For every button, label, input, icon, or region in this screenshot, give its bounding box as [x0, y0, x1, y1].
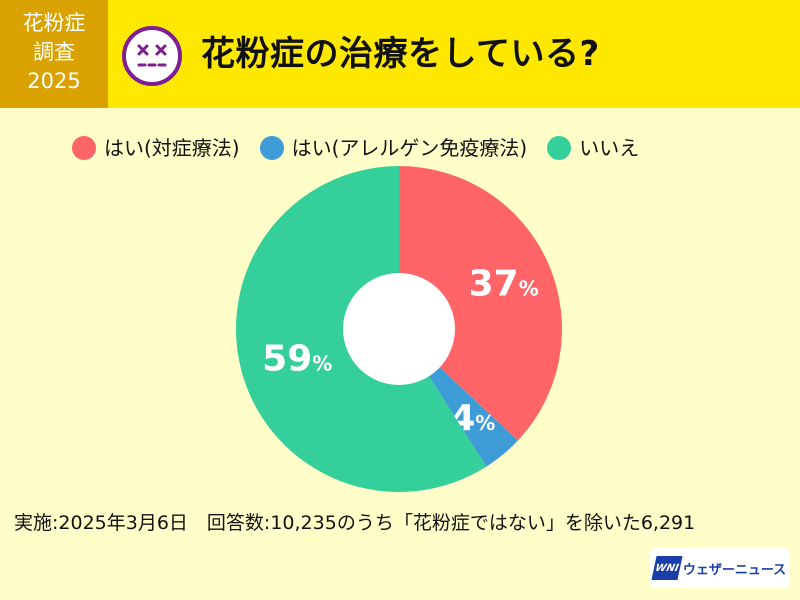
legend-swatch-0 [72, 136, 96, 160]
donut-hole [343, 273, 455, 385]
chart-legend: はい(対症療法) はい(アレルゲン免疫療法) いいえ [72, 134, 659, 162]
legend-label-0: はい(対症療法) [104, 136, 240, 160]
survey-badge: 花粉症 調査 2025 [0, 0, 108, 108]
badge-line-1: 花粉症 [22, 11, 86, 35]
slice-value-label-0: 37% [469, 264, 539, 305]
survey-footnote: 実施:2025年3月6日 回答数:10,235のうち「花粉症ではない」を除いた6… [14, 512, 696, 534]
weathernews-logo: WNI ウェザーニュース [650, 548, 790, 588]
dizzy-face-icon [122, 26, 182, 86]
page-title: 花粉症の治療をしている? [201, 34, 600, 74]
legend-label-2: いいえ [579, 136, 640, 160]
legend-item-1: はい(アレルゲン免疫療法) [259, 135, 528, 161]
badge-line-3: 2025 [27, 69, 81, 93]
slice-value-label-2: 59% [262, 339, 332, 380]
legend-swatch-2 [547, 136, 572, 160]
pie-slice-0 [399, 166, 562, 441]
legend-item-2: いいえ [547, 135, 639, 161]
legend-item-0: はい(対症療法) [72, 135, 240, 161]
wni-logo-name: ウェザーニュース [682, 562, 787, 578]
legend-label-1: はい(アレルゲン免疫療法) [291, 136, 528, 160]
legend-swatch-1 [259, 136, 284, 160]
wni-logo-mark: WNI [651, 556, 683, 580]
badge-line-2: 調査 [33, 40, 75, 64]
